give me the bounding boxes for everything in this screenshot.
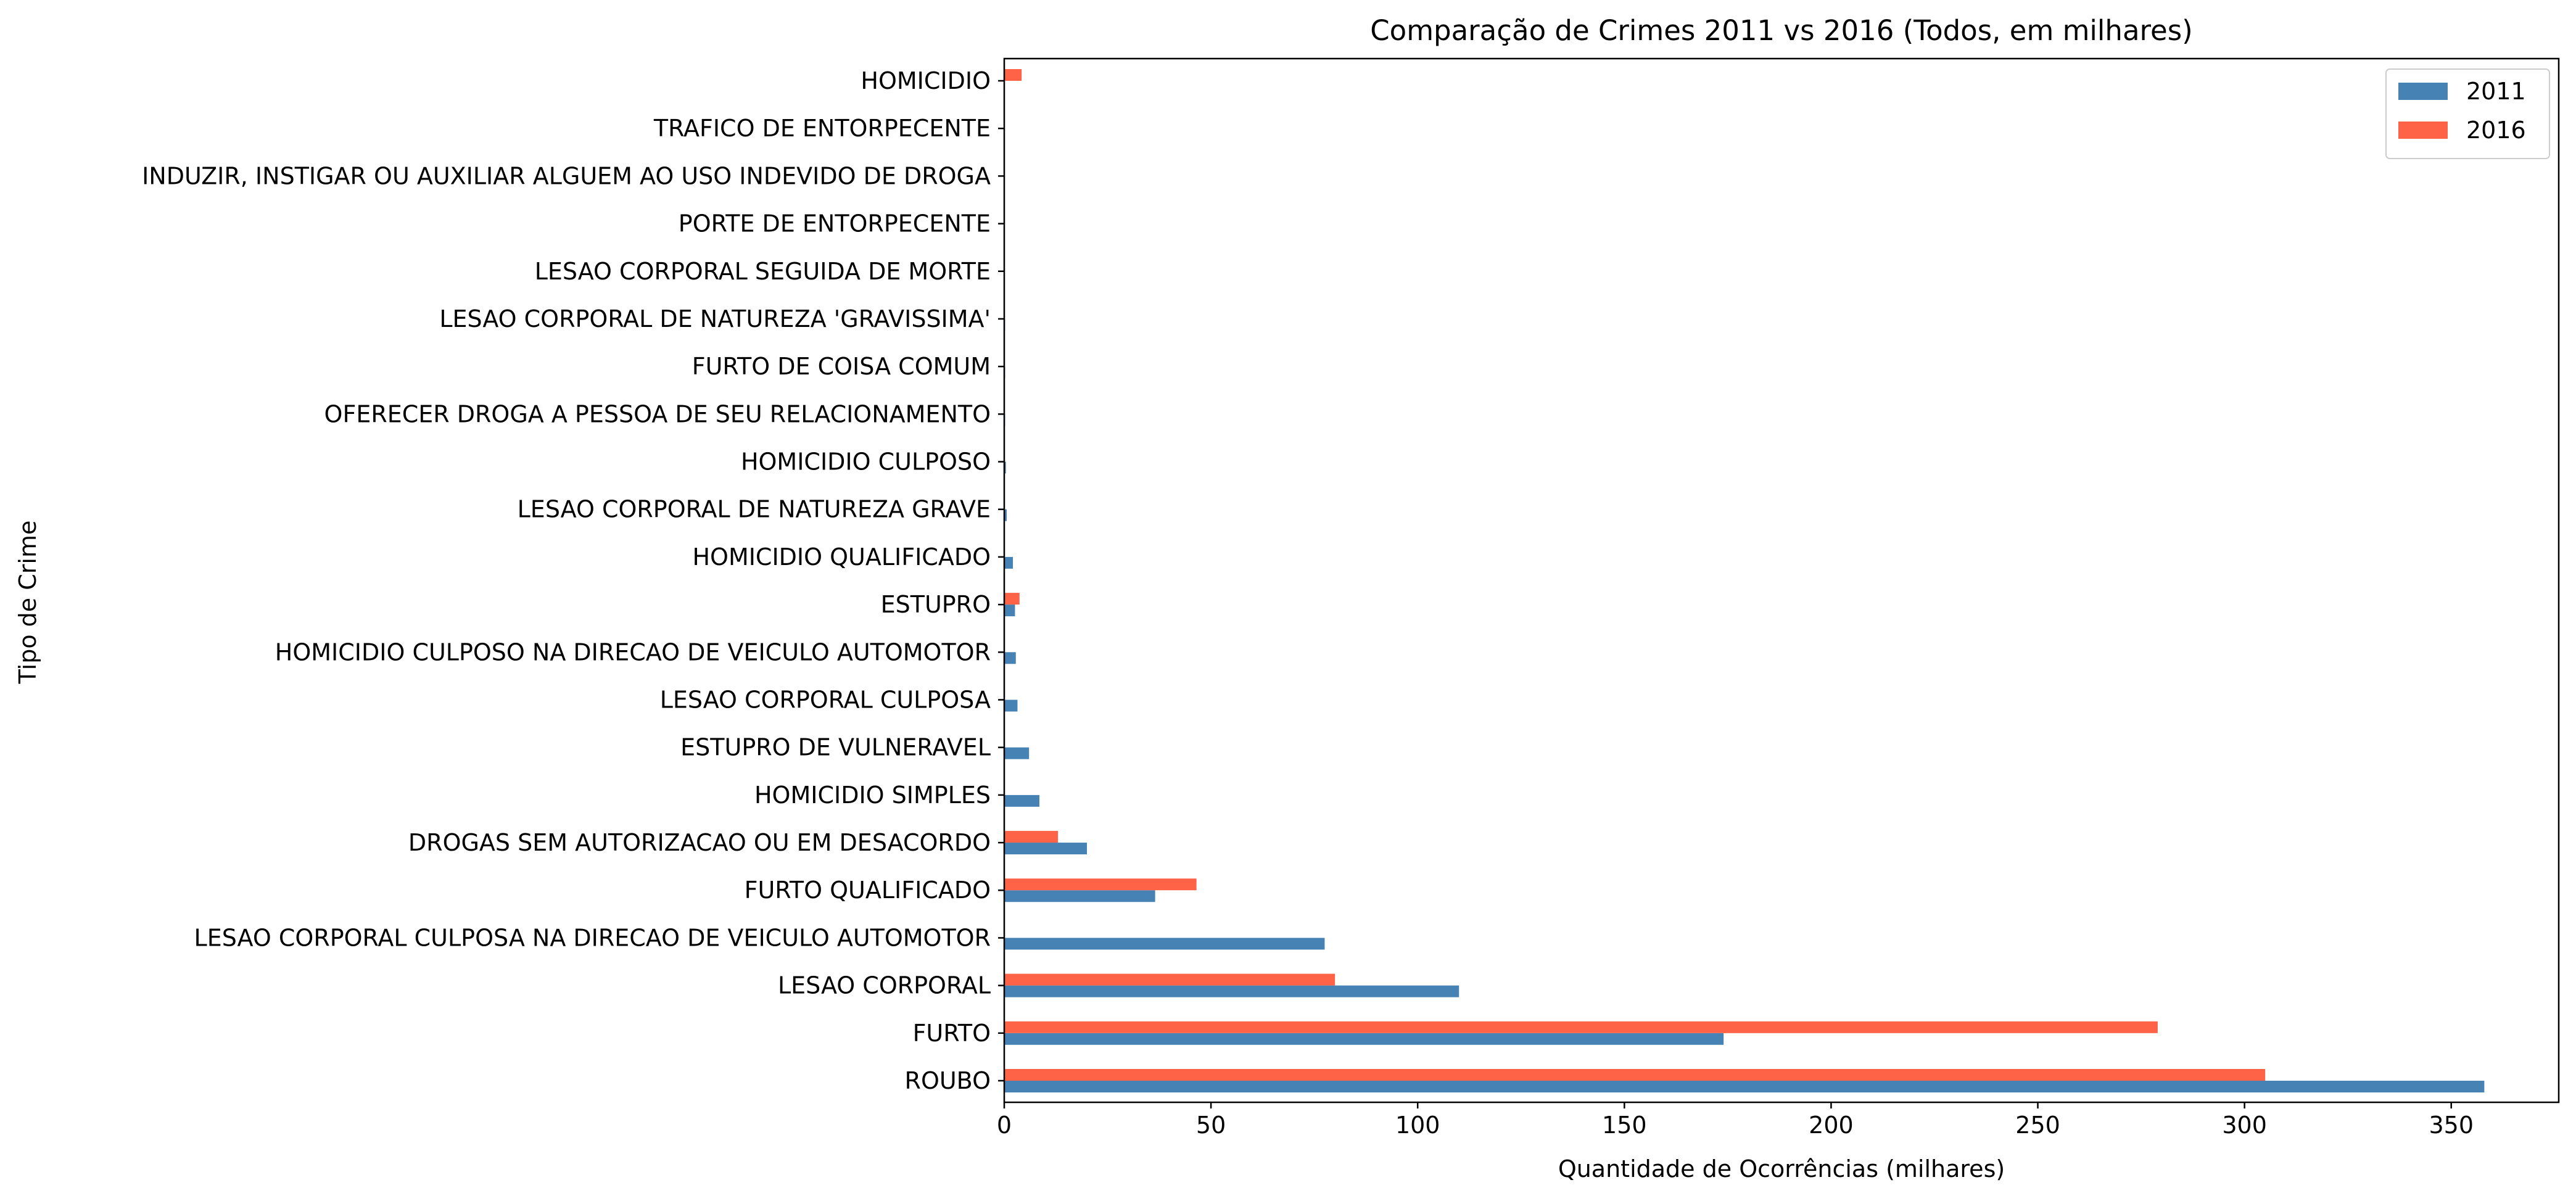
y-tick-label: PORTE DE ENTORPECENTE: [679, 210, 991, 237]
y-tick-label: FURTO DE COISA COMUM: [692, 353, 991, 380]
x-tick-label: 50: [1196, 1112, 1226, 1139]
bar-2016: [1004, 973, 1335, 986]
x-tick-label: 350: [2429, 1112, 2474, 1139]
chart-title: Comparação de Crimes 2011 vs 2016 (Todos…: [1370, 14, 2192, 47]
bar-2016: [1004, 1021, 2158, 1033]
x-axis-label: Quantidade de Ocorrências (milhares): [1558, 1155, 2005, 1182]
bar-2011: [1004, 461, 1006, 474]
x-tick-label: 150: [1602, 1112, 1647, 1139]
y-tick-label: INDUZIR, INSTIGAR OU AUXILIAR ALGUEM AO …: [142, 162, 991, 189]
bar-2016: [1004, 1069, 2266, 1081]
y-tick-label: LESAO CORPORAL CULPOSA NA DIRECAO DE VEI…: [194, 924, 991, 951]
bar-2011: [1004, 843, 1088, 855]
bar-2011: [1004, 747, 1030, 759]
bar-2011: [1004, 985, 1459, 997]
y-tick-label: ESTUPRO: [881, 591, 991, 618]
y-tick-label: LESAO CORPORAL DE NATUREZA 'GRAVISSIMA': [439, 305, 991, 332]
bar-2011: [1004, 556, 1013, 569]
y-tick-label: LESAO CORPORAL DE NATUREZA GRAVE: [518, 496, 991, 523]
bar-2011: [1004, 938, 1325, 950]
bar-2016: [1004, 593, 1020, 605]
y-tick-label: OFERECER DROGA A PESSOA DE SEU RELACIONA…: [324, 400, 991, 427]
y-tick-label: HOMICIDIO SIMPLES: [754, 782, 991, 809]
x-tick-label: 200: [1809, 1112, 1854, 1139]
y-tick-label: LESAO CORPORAL SEGUIDA DE MORTE: [535, 258, 991, 285]
bar-2016: [1004, 878, 1197, 891]
bar-2011: [1004, 794, 1039, 807]
y-tick-label: HOMICIDIO CULPOSO: [741, 448, 991, 476]
x-tick-label: 300: [2222, 1112, 2267, 1139]
y-tick-label: ROUBO: [905, 1067, 991, 1094]
plot-area: 0 50 100 150 200 250 300 350 ROUBO FURTO LESAO COR…: [142, 57, 2560, 1139]
y-tick-label: LESAO CORPORAL: [778, 972, 991, 999]
bar-2011: [1004, 1081, 2485, 1092]
y-tick-label: LESAO CORPORAL CULPOSA: [660, 686, 991, 713]
y-tick-label: ESTUPRO DE VULNERAVEL: [680, 734, 991, 761]
legend-swatch-2016: [2398, 122, 2448, 139]
bar-2016: [1004, 831, 1059, 843]
plot-frame: [1003, 57, 2560, 1104]
bar-2011: [1004, 890, 1155, 902]
x-tick-label: 0: [997, 1112, 1012, 1139]
bar-2016: [1004, 69, 1022, 81]
y-tick-label: FURTO QUALIFICADO: [745, 877, 991, 904]
y-tick-label: HOMICIDIO: [861, 67, 991, 94]
legend-swatch-2011: [2398, 83, 2448, 100]
bar-2011: [1004, 509, 1007, 521]
legend: 2011 2016: [2385, 68, 2550, 159]
y-tick-label: TRAFICO DE ENTORPECENTE: [653, 115, 991, 142]
legend-label-2011: 2011: [2466, 78, 2526, 105]
x-tick-label: 100: [1395, 1112, 1440, 1139]
y-tick-label: DROGAS SEM AUTORIZACAO OU EM DESACORDO: [408, 829, 991, 856]
bar-2011: [1004, 605, 1015, 617]
y-tick-label: FURTO: [913, 1020, 991, 1047]
y-tick-label: HOMICIDIO QUALIFICADO: [692, 543, 991, 571]
x-tick-label: 250: [2015, 1112, 2060, 1139]
bar-2011: [1004, 700, 1018, 712]
legend-label-2016: 2016: [2466, 117, 2526, 144]
y-tick-label: HOMICIDIO CULPOSO NA DIRECAO DE VEICULO …: [275, 638, 991, 666]
bar-2011: [1004, 652, 1016, 664]
bar-2011: [1004, 1033, 1724, 1045]
y-axis-label: Tipo de Crime: [14, 521, 41, 685]
